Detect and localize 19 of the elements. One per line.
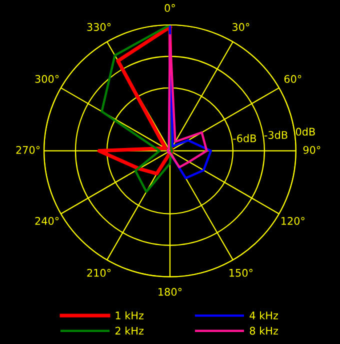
spoke-label: 0° — [164, 4, 175, 12]
spoke-label: 120° — [281, 216, 304, 225]
spoke-label: 30° — [232, 23, 250, 31]
spoke-label: 210° — [87, 268, 111, 277]
spoke-label: 240° — [35, 216, 59, 225]
spoke-label: 150° — [230, 268, 252, 277]
spoke-label: 60° — [284, 75, 302, 83]
spoke-label: 90° — [303, 146, 320, 154]
legend-label: 8 kHz — [250, 326, 278, 335]
spoke-label: 180° — [158, 288, 182, 296]
y-tick-label: -6dB — [233, 134, 256, 142]
legend-label: 2 kHz — [115, 326, 144, 335]
y-tick-label: -3dB — [264, 130, 288, 139]
spoke-label: 270° — [16, 146, 40, 154]
legend-label: 1 kHz — [116, 311, 144, 320]
spoke-label: 330° — [87, 23, 111, 31]
y-tick-label: 0dB — [296, 128, 315, 136]
spoke-label: 300° — [35, 75, 59, 83]
legend-label: 4 kHz — [250, 311, 278, 320]
